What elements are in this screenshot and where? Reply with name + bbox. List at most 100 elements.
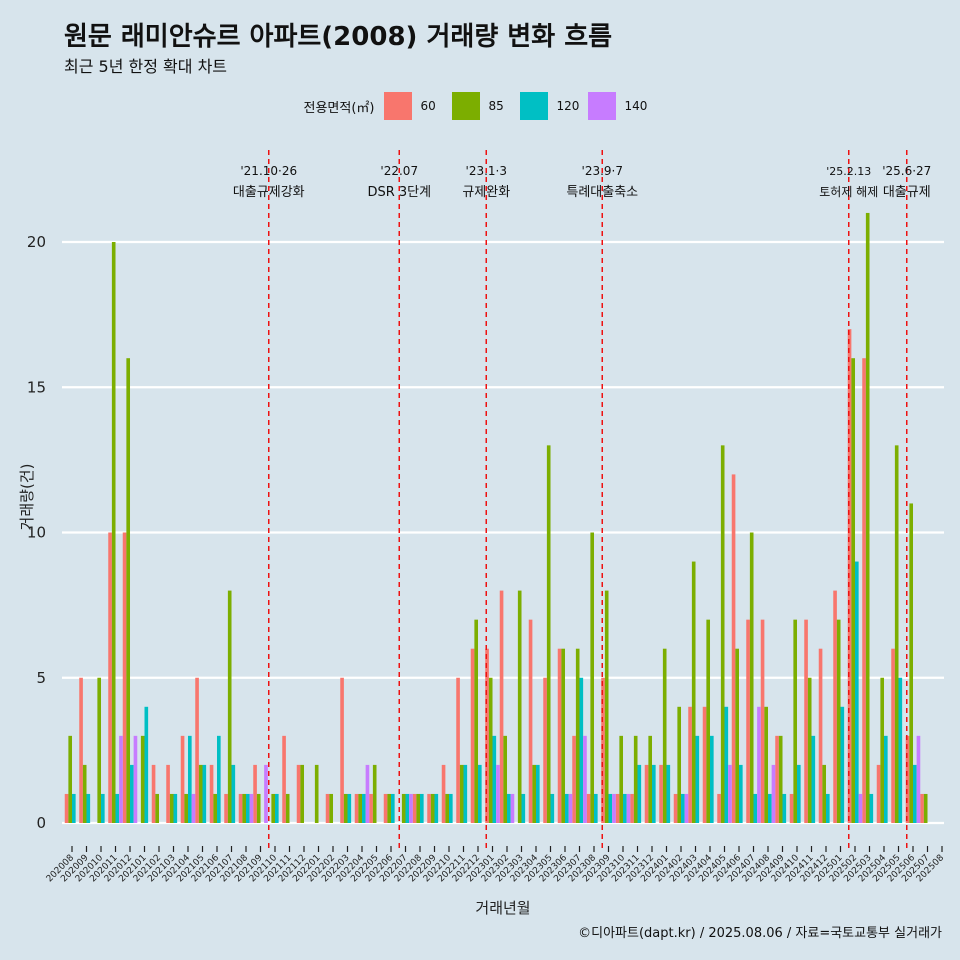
legend-item-120: 120 <box>520 92 582 120</box>
bar-120-202106 <box>217 735 221 823</box>
bar-85-202311 <box>633 735 638 823</box>
bar-140-202204 <box>365 764 370 823</box>
bar-60-202301 <box>485 648 489 823</box>
bar-85-202208 <box>416 793 421 823</box>
legend-item-85: 85 <box>452 92 514 120</box>
bar-85-202202 <box>329 793 334 823</box>
event-label-3: 규제완화 <box>462 185 510 200</box>
y-tick-label-15: 15 <box>27 378 46 396</box>
bar-140-202310 <box>626 793 631 823</box>
bar-60-202401 <box>659 764 663 823</box>
bar-120-202011 <box>115 793 120 823</box>
bar-60-202202 <box>325 793 330 823</box>
bar-85-202503 <box>865 212 870 823</box>
bar-60-202405 <box>717 793 721 823</box>
bar-60-202112 <box>296 764 301 823</box>
bar-120-202009 <box>86 793 91 823</box>
bar-140-202407 <box>757 706 761 823</box>
bar-85-202010 <box>97 677 102 823</box>
bar-120-202307 <box>579 677 584 823</box>
bar-120-202104 <box>188 735 192 823</box>
bar-85-202207 <box>401 793 406 823</box>
bar-60-202012 <box>122 532 127 823</box>
bar-120-202103 <box>173 793 178 823</box>
bar-60-202106 <box>209 764 214 823</box>
bar-85-202008 <box>68 735 73 823</box>
event-label-4: 특례대출축소 <box>566 185 638 200</box>
bar-120-202008 <box>72 793 76 823</box>
bar-85-202402 <box>677 706 682 823</box>
event-date-6: '25.6·27 <box>882 164 931 178</box>
bar-120-202402 <box>681 793 685 823</box>
bar-60-202406 <box>731 474 736 823</box>
bar-140-202506 <box>916 735 921 823</box>
bar-60-202210 <box>441 764 446 823</box>
bar-60-202409 <box>775 735 779 823</box>
bar-140-202108 <box>249 793 254 823</box>
bar-120-202302 <box>507 793 511 823</box>
bar-120-202401 <box>666 764 671 823</box>
bar-60-202402 <box>673 793 678 823</box>
bar-85-202104 <box>184 793 189 823</box>
bar-60-202412 <box>818 648 823 823</box>
legend-item-60: 60 <box>384 92 446 120</box>
bar-120-202212 <box>478 764 482 823</box>
bar-85-202012 <box>126 358 131 823</box>
bar-120-202504 <box>884 735 888 823</box>
bar-120-202407 <box>753 793 758 823</box>
bar-85-202110 <box>271 793 276 823</box>
bar-85-202108 <box>242 793 247 823</box>
bar-120-202107 <box>231 764 236 823</box>
event-label-6: 대출규제 <box>883 185 931 200</box>
bar-120-202404 <box>710 735 714 823</box>
bar-120-202209 <box>434 793 439 823</box>
bar-60-202011 <box>108 532 112 823</box>
bar-120-202204 <box>362 793 366 823</box>
bar-85-202506 <box>909 503 914 823</box>
bar-60-202108 <box>238 793 243 823</box>
bar-120-202110 <box>275 793 279 823</box>
legend-title: 전용면적(㎡) <box>303 100 375 116</box>
bar-60-202410 <box>789 793 794 823</box>
bar-85-202009 <box>82 764 87 823</box>
bar-140-202109 <box>264 764 268 823</box>
bar-140-202405 <box>728 764 732 823</box>
bar-85-202101 <box>140 735 145 823</box>
legend-item-140: 140 <box>588 92 650 120</box>
bar-120-202108 <box>246 793 250 823</box>
bar-60-202102 <box>151 764 156 823</box>
bar-60-202505 <box>891 648 895 823</box>
bar-60-202107 <box>224 793 228 823</box>
bar-140-202302 <box>510 793 515 823</box>
bar-120-202305 <box>550 793 555 823</box>
bar-120-202210 <box>449 793 453 823</box>
bar-120-202411 <box>811 735 816 823</box>
bar-85-202505 <box>894 445 899 823</box>
bar-85-202412 <box>822 764 827 823</box>
bar-120-202105 <box>202 764 207 823</box>
bar-60-202105 <box>195 677 199 823</box>
bar-85-202211 <box>459 764 464 823</box>
bar-60-202103 <box>166 764 170 823</box>
bar-60-202204 <box>354 793 359 823</box>
event-date-1: '21.10·26 <box>240 164 297 178</box>
bar-85-202501 <box>836 619 841 823</box>
y-tick-label-0: 0 <box>36 814 46 832</box>
bar-140-202502 <box>858 793 863 823</box>
bar-60-202503 <box>862 358 866 823</box>
bar-120-202501 <box>840 706 845 823</box>
legend-swatch-85 <box>452 92 481 120</box>
y-tick-label-5: 5 <box>36 669 46 687</box>
legend-swatch-60 <box>384 92 413 120</box>
bar-120-202409 <box>782 793 787 823</box>
bar-60-202404 <box>702 706 707 823</box>
bar-60-202205 <box>369 793 373 823</box>
bar-60-202506 <box>905 735 910 823</box>
bar-140-202408 <box>771 764 776 823</box>
bar-85-202106 <box>213 793 218 823</box>
event-label-2: DSR 3단계 <box>367 185 431 200</box>
bar-85-202305 <box>546 445 551 823</box>
bar-120-202406 <box>739 764 743 823</box>
bar-120-202211 <box>463 764 468 823</box>
bar-140-202307 <box>583 735 587 823</box>
